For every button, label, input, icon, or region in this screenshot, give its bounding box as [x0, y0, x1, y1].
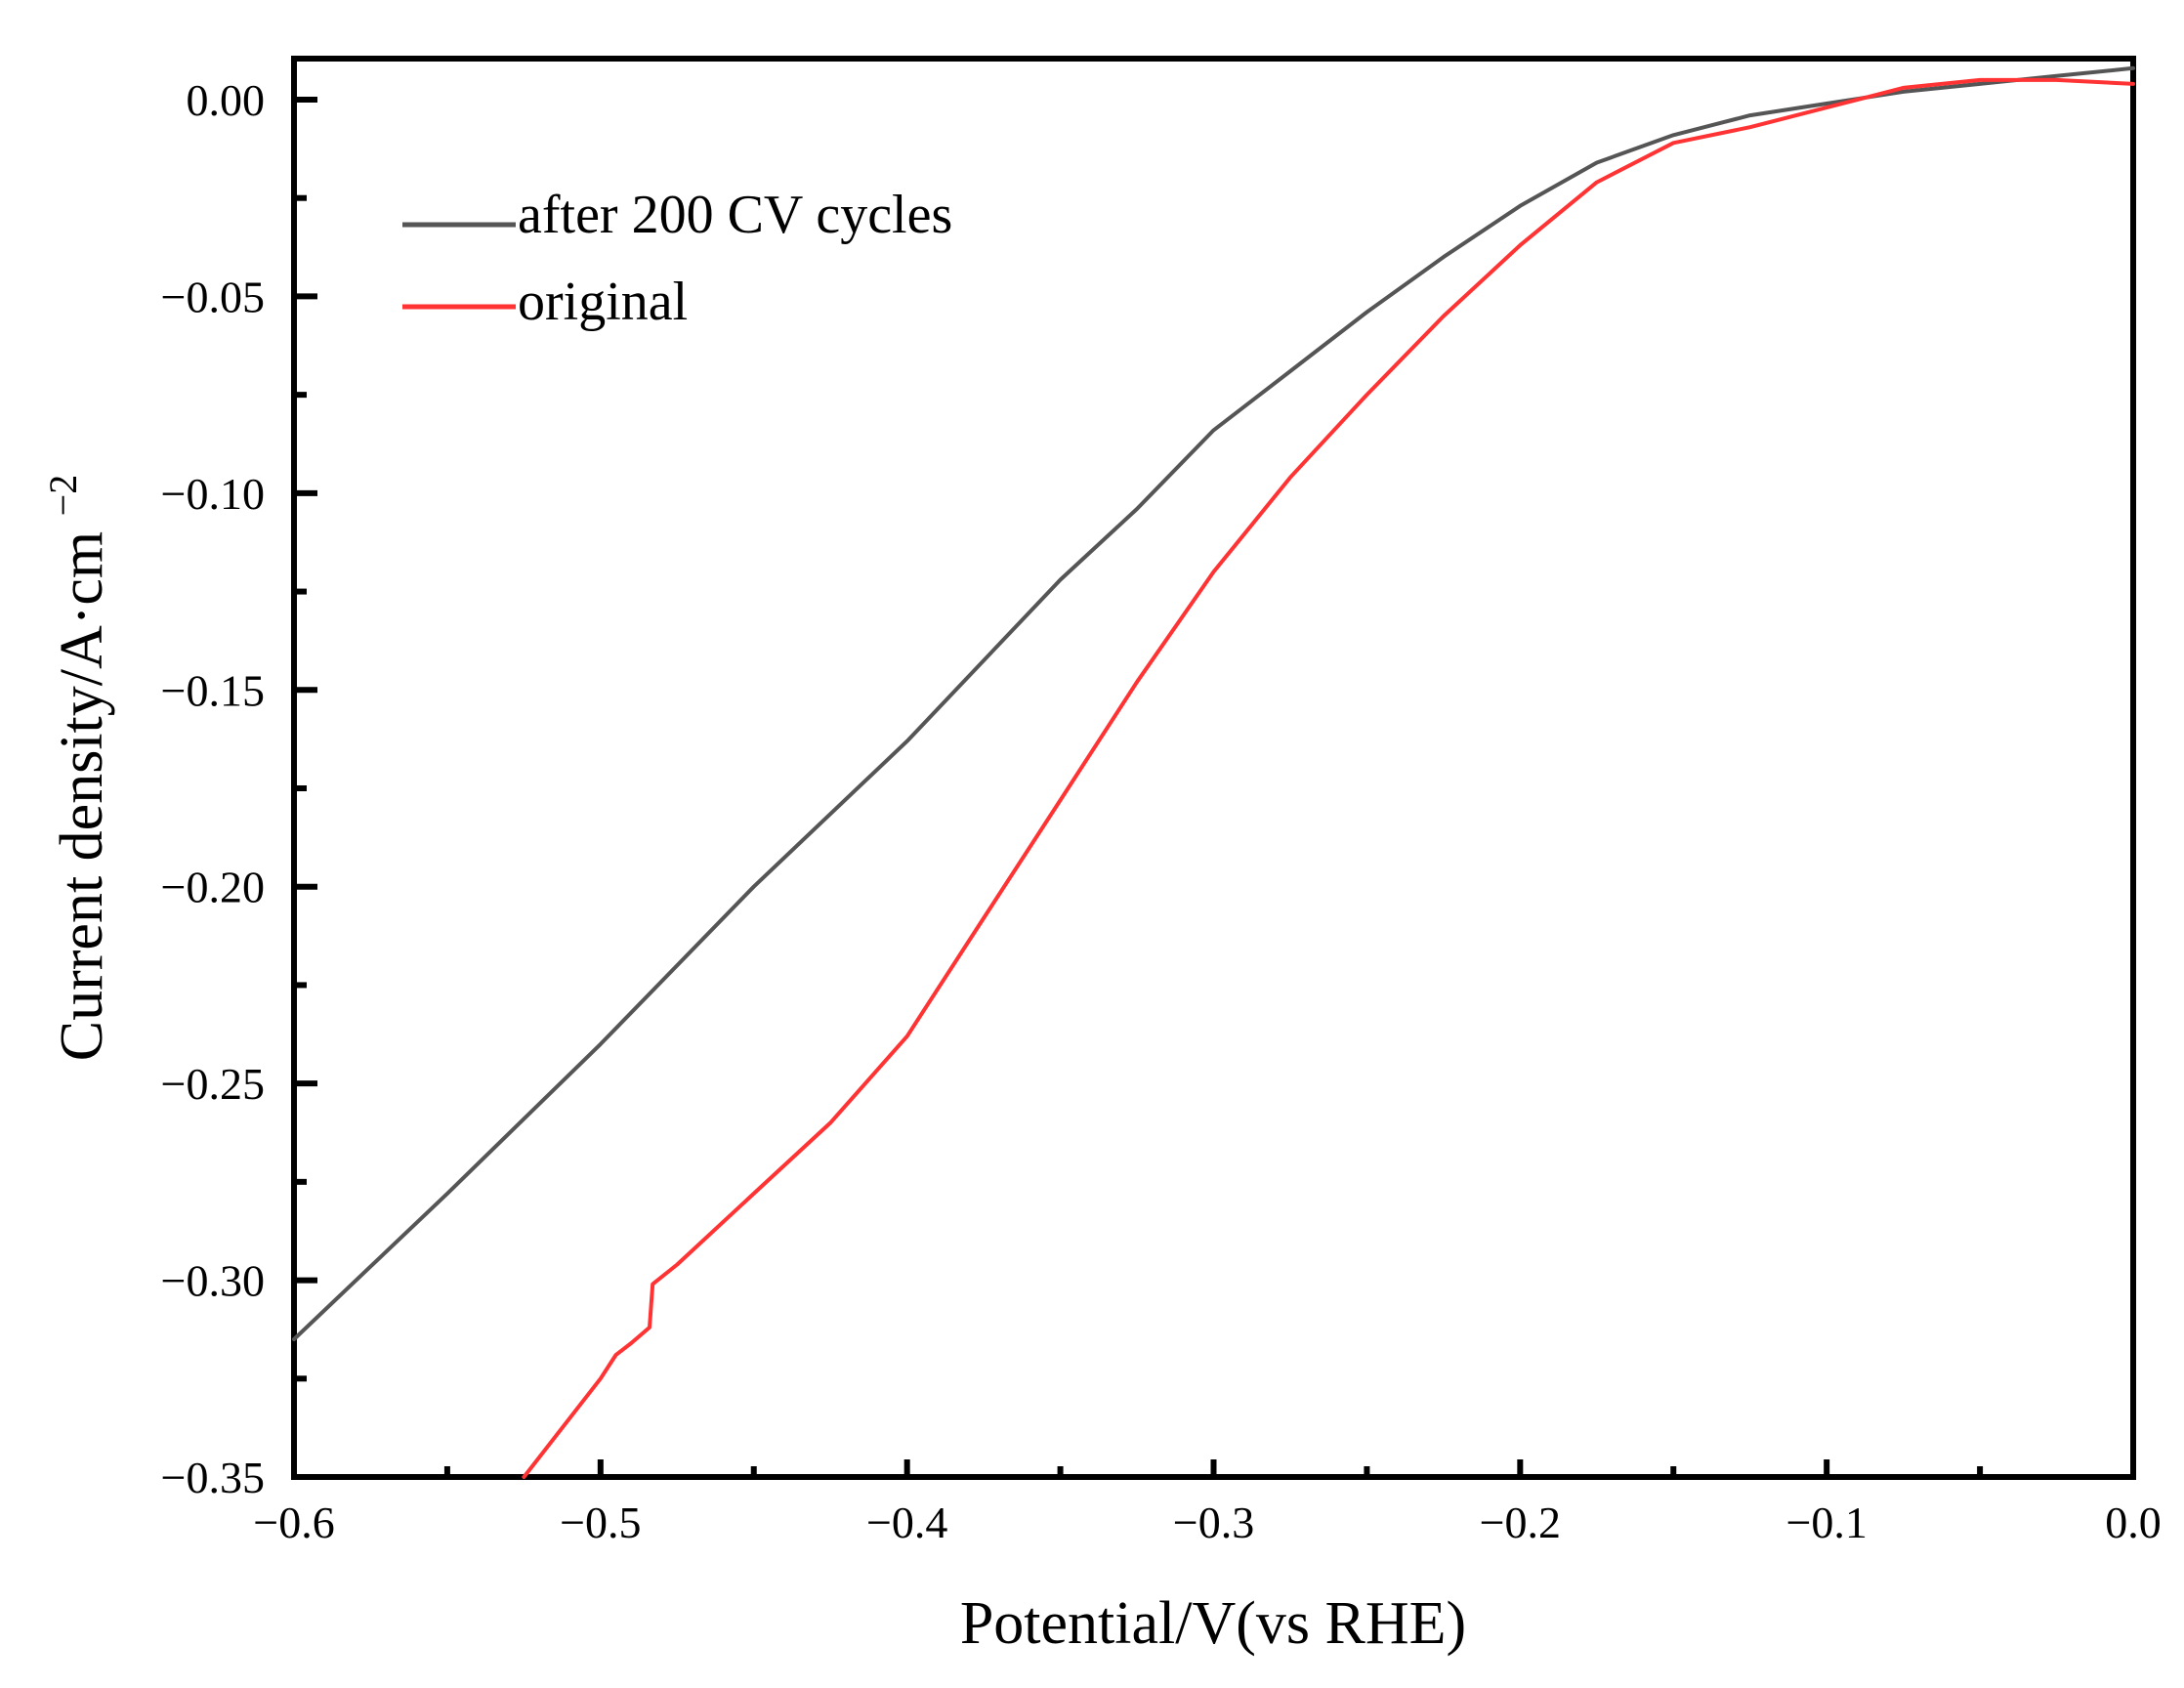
y-tick-label: −0.25 [161, 1059, 265, 1109]
y-tick-label: −0.35 [161, 1453, 265, 1502]
y-tick-label: −0.05 [161, 272, 265, 321]
series-line-after-200-cv-cycles [292, 65, 2135, 1341]
x-axis-title: Potential/V(vs RHE) [960, 1590, 1466, 1657]
y-axis-title-superscript: −2 [41, 475, 85, 517]
legend: after 200 CV cycles original [402, 185, 952, 332]
legend-label-after-200-cv-cycles: after 200 CV cycles [518, 185, 952, 245]
series-layer [292, 65, 2135, 1479]
x-axis-ticks: −0.6 −0.5 −0.4 −0.3 −0.2 −0.1 0.0 [253, 1459, 2162, 1547]
x-tick-label: 0.0 [2105, 1498, 2162, 1547]
x-tick-label: −0.1 [1785, 1498, 1867, 1547]
x-tick-label: −0.6 [253, 1498, 334, 1547]
x-tick-label: −0.4 [866, 1498, 947, 1547]
y-tick-label: −0.30 [161, 1256, 265, 1306]
y-tick-label: 0.00 [187, 75, 266, 125]
legend-label-original: original [518, 272, 688, 332]
x-tick-label: −0.2 [1480, 1498, 1561, 1547]
x-tick-label: −0.3 [1173, 1498, 1254, 1547]
y-tick-label: −0.20 [161, 863, 265, 912]
y-tick-label: −0.15 [161, 665, 265, 715]
series-line-original [522, 77, 2135, 1479]
y-tick-label: −0.10 [161, 469, 265, 519]
x-tick-label: −0.5 [560, 1498, 641, 1547]
y-axis-title-main: Current density/A·cm [49, 531, 115, 1061]
y-axis-ticks: 0.00 −0.05 −0.10 −0.15 −0.20 −0.25 −0.30 −0.35 [161, 75, 317, 1502]
y-axis-title: Current density/A·cm −2 [41, 475, 115, 1061]
